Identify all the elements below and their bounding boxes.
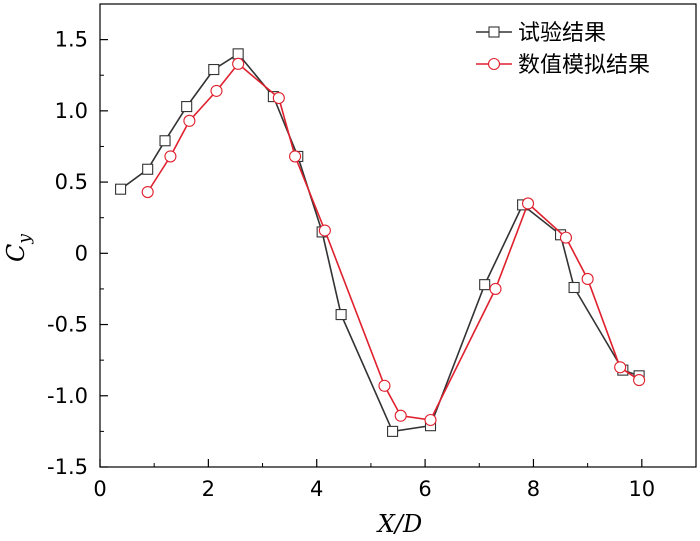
data-point — [318, 224, 331, 237]
x-tick-label: 4 — [310, 477, 323, 501]
series-2 — [141, 57, 646, 427]
data-point — [489, 282, 502, 295]
svg-text:Cy: Cy — [2, 234, 35, 262]
data-point — [289, 150, 302, 163]
y-tick-label: -1.5 — [47, 455, 88, 479]
y-tick-label: 1.0 — [55, 99, 88, 123]
plot-area — [99, 3, 697, 468]
data-point — [141, 185, 154, 199]
y-axis-label-sub: y — [15, 234, 35, 245]
plot-frame — [99, 3, 697, 468]
x-tick-label: 8 — [527, 477, 540, 501]
data-point — [559, 231, 573, 244]
data-point — [335, 309, 347, 321]
y-tick-label: 1.5 — [55, 28, 88, 52]
data-point — [394, 409, 407, 422]
data-point — [115, 183, 127, 195]
data-point — [581, 272, 594, 286]
legend-entry-2: 数值模拟结果 — [476, 53, 650, 78]
axis-ticks: 0 2 4 6 8 10 -1.5 -1.0 -0.5 0 0.5 1.0 1.5 — [47, 28, 655, 501]
y-tick-label: -1.0 — [47, 384, 88, 408]
legend-label: 数值模拟结果 — [518, 53, 650, 78]
data-point — [424, 413, 437, 427]
data-point — [210, 84, 223, 97]
data-point — [521, 197, 535, 210]
y-axis-label-main: C — [2, 244, 30, 262]
data-point — [387, 425, 399, 437]
data-point — [614, 361, 627, 374]
x-tick-label: 0 — [93, 477, 106, 501]
data-point — [142, 163, 154, 175]
y-axis-label: Cy — [2, 234, 35, 262]
data-point — [181, 101, 193, 113]
legend-entry-1: 试验结果 — [476, 21, 606, 46]
legend-marker — [488, 26, 500, 38]
data-point — [378, 379, 391, 392]
y-tick-label: 0.5 — [55, 170, 88, 194]
legend-label: 试验结果 — [518, 21, 606, 46]
y-tick-label: -0.5 — [47, 313, 88, 337]
data-point — [164, 150, 177, 163]
x-tick-label: 2 — [202, 477, 215, 501]
data-point — [208, 63, 220, 76]
legend-marker — [487, 57, 501, 71]
data-point — [633, 374, 646, 387]
data-point — [272, 91, 285, 105]
x-tick-label: 6 — [418, 477, 431, 501]
data-point — [479, 279, 491, 291]
data-point — [183, 114, 196, 127]
data-point — [568, 281, 580, 294]
series-line — [120, 52, 640, 433]
data-point — [232, 48, 244, 60]
x-tick-label: 10 — [628, 477, 655, 501]
data-point — [159, 135, 171, 147]
x-axis-label: X/D — [376, 510, 422, 538]
y-tick-label: 0 — [75, 241, 88, 265]
data-point — [232, 57, 245, 70]
